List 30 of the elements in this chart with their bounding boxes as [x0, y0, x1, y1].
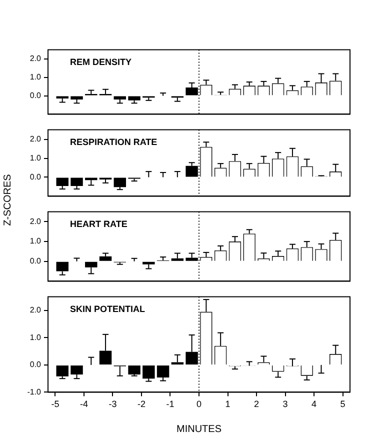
- x-axis-title: MINUTES: [176, 424, 222, 435]
- y-tick-label: 1.0: [30, 236, 42, 246]
- x-tick-label: 5: [340, 399, 346, 410]
- y-tick-label: 2.0: [30, 216, 42, 226]
- y-tick-label: 0.0: [30, 172, 42, 182]
- text: SKIN POTENTIAL: [70, 304, 146, 314]
- y-tick-label: 2.0: [30, 306, 42, 315]
- y-axis-title: Z-SCORES: [2, 174, 14, 226]
- y-tick-label: 2.0: [30, 134, 42, 144]
- x-tick-label: -3: [108, 399, 117, 410]
- x-tick-label: -1: [166, 399, 174, 410]
- y-tick-label: 0.0: [30, 91, 42, 100]
- x-tick-label: -2: [137, 399, 146, 410]
- x-tick-label: -4: [80, 399, 88, 410]
- x-tick-label: 3: [282, 399, 288, 410]
- text: HEART RATE: [70, 218, 128, 229]
- y-tick-label: 2.0: [30, 54, 42, 64]
- y-tick-label: 0.0: [30, 256, 42, 266]
- y-tick-label: 1.0: [30, 332, 42, 342]
- x-tick-label: 2: [254, 399, 260, 410]
- y-tick-label: -1.0: [27, 387, 42, 396]
- x-tick-label: 0: [196, 399, 202, 410]
- x-tick-label: 4: [312, 399, 317, 410]
- text: RESPIRATION RATE: [70, 136, 158, 147]
- text: REM DENSITY: [70, 56, 132, 67]
- x-tick-label: 1: [225, 399, 230, 410]
- x-tick-label: -5: [51, 399, 60, 410]
- y-tick-label: 0.0: [30, 360, 42, 370]
- y-tick-label: 1.0: [30, 153, 42, 162]
- y-tick-label: 1.0: [30, 72, 42, 82]
